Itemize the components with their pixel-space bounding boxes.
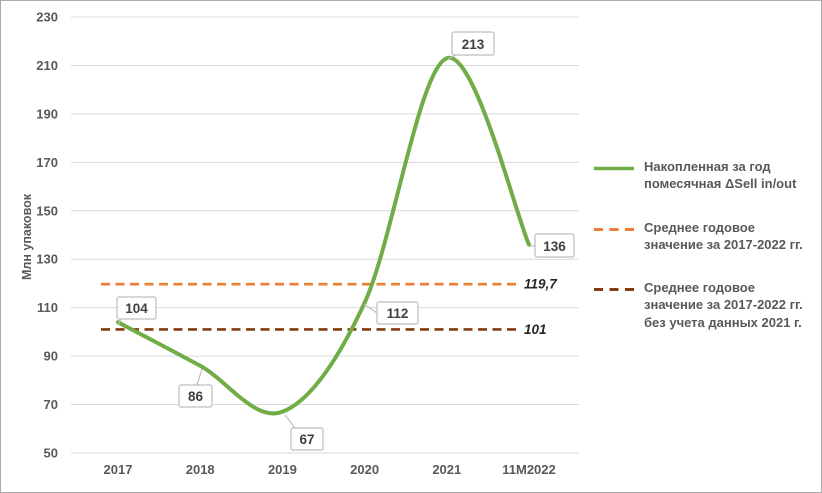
reference-line-label: 101 [524, 322, 547, 337]
legend-label-avg: Среднее годовое значение за 2017-2022 гг… [644, 219, 803, 252]
x-tick-label: 2021 [432, 462, 461, 477]
data-label-box [290, 427, 324, 451]
data-label-box [376, 301, 419, 325]
series-line [116, 56, 531, 416]
y-tick-label: 150 [36, 203, 58, 218]
y-tick-label: 170 [36, 155, 58, 170]
y-axis-title: Млн упаковок [20, 194, 34, 280]
chart-legend: Накопленная за год помесячная ΔSell in/o… [593, 158, 817, 331]
data-point-label: 136 [543, 239, 566, 254]
y-tick-label: 70 [44, 397, 58, 412]
data-label-leader [447, 54, 457, 60]
y-tick-label: 50 [44, 446, 58, 461]
x-tick-label: 2019 [268, 462, 297, 477]
data-label-leader [117, 318, 122, 326]
x-tick-label: 11M2022 [502, 462, 556, 477]
y-tick-label: 110 [37, 300, 58, 315]
legend-label-series: Накопленная за год помесячная ΔSell in/o… [644, 159, 797, 192]
y-tick-label: 230 [36, 10, 58, 25]
data-label-leader [363, 303, 378, 314]
legend-solid-line-icon [594, 166, 634, 171]
y-tick-label: 90 [44, 349, 58, 364]
y-tick-label: 190 [36, 106, 58, 121]
data-point-label: 86 [188, 389, 204, 404]
data-label-box [451, 31, 495, 56]
legend-label-avg-excl-2021: Среднее годовое значение за 2017-2022 гг… [644, 280, 803, 330]
data-label-box [534, 233, 575, 258]
legend-entry-avg: Среднее годовое значение за 2017-2022 гг… [593, 219, 817, 254]
data-point-label: 67 [299, 432, 314, 447]
data-label-box [116, 296, 157, 320]
data-point-label: 104 [125, 301, 148, 316]
x-tick-label: 2020 [350, 462, 379, 477]
y-tick-label: 210 [36, 58, 58, 73]
legend-entry-avg-excl-2021: Среднее годовое значение за 2017-2022 гг… [593, 279, 817, 331]
x-tick-label: 2017 [104, 462, 133, 477]
legend-dashed-line-icon [594, 227, 634, 231]
y-tick-label: 130 [36, 252, 58, 267]
data-point-label: 112 [387, 306, 409, 321]
x-tick-label: 2018 [186, 462, 215, 477]
reference-line-label: 119,7 [524, 277, 558, 292]
data-label-leader [196, 368, 203, 386]
legend-dashed-line-icon [594, 288, 634, 292]
data-label-box [178, 384, 213, 408]
legend-entry-series: Накопленная за год помесячная ΔSell in/o… [593, 158, 817, 193]
data-label-leader [284, 414, 296, 429]
data-point-label: 213 [462, 37, 485, 52]
